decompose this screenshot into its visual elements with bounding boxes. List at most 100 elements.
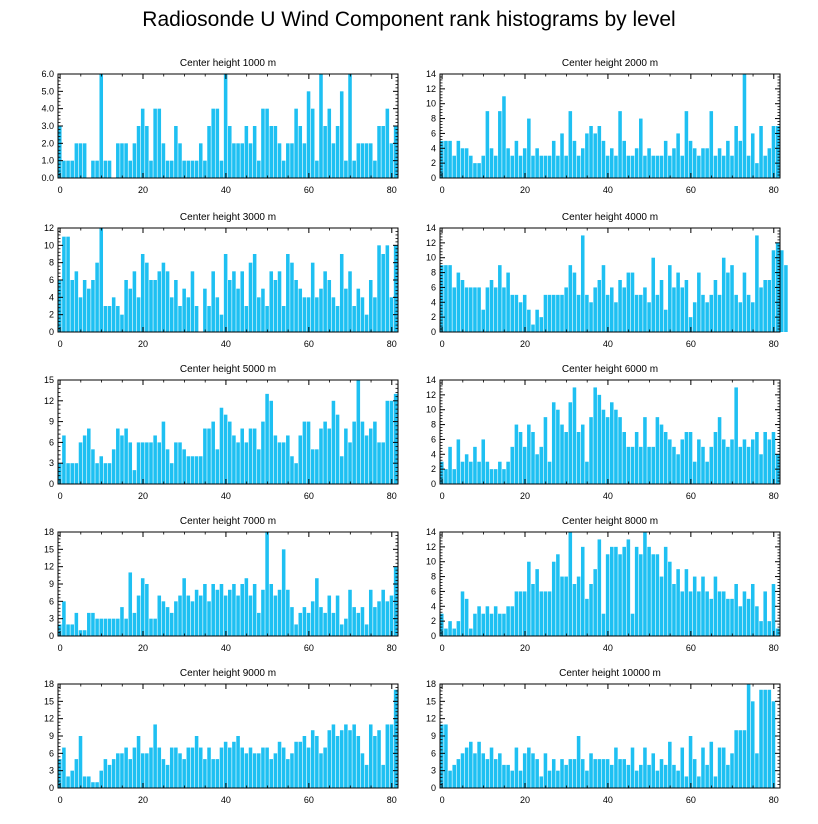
bar [464,287,469,332]
bar [543,294,548,332]
bar [364,314,369,332]
bar [767,689,772,788]
bar [331,143,336,178]
y-tick-label: 2 [431,616,436,626]
panel-title: Center height 6000 m [562,364,658,375]
bar [74,463,79,484]
bar [228,280,232,332]
bar [281,160,286,178]
bar [207,126,211,178]
bar [277,143,282,178]
y-tick-label: 12 [44,562,54,572]
bar [95,782,99,788]
bar [626,764,631,788]
bar [460,280,465,332]
bar [244,306,249,332]
bar [186,160,191,178]
bar [153,435,157,484]
bar [207,747,211,788]
bar [622,546,626,636]
bar [444,265,448,332]
bar [547,155,552,178]
bar [605,417,610,484]
bar [514,424,519,484]
bar [547,591,552,636]
bar [647,546,651,636]
bar [244,578,249,636]
bar [240,584,244,636]
bar [522,294,527,332]
bar [174,747,178,788]
bar [153,724,157,788]
bar [103,618,108,636]
bar [506,606,510,636]
bar [257,160,261,178]
bar [203,160,207,178]
bar [502,613,506,636]
bar [182,449,186,484]
bar [269,126,274,178]
bar [493,155,498,178]
bar [622,759,626,788]
bar [327,108,332,178]
bar [531,584,535,636]
bar [248,428,253,484]
bar [389,724,394,788]
bar [58,280,62,332]
bar [663,140,668,178]
bar [755,753,759,788]
bar [502,469,506,484]
bar [750,133,755,178]
bar [298,288,303,332]
bar [771,584,776,636]
bar [738,302,743,332]
bar [169,612,174,636]
bar [273,280,278,332]
bar [385,108,390,178]
bar [306,747,311,788]
bar [522,148,527,178]
bar [116,143,120,178]
bar [634,432,639,484]
bar [721,439,726,484]
y-tick-label: 0 [49,327,54,337]
bar [273,435,278,484]
x-tick-label: 0 [58,339,63,349]
bar [352,160,356,178]
bar [676,272,680,332]
bar [273,595,278,636]
bar [527,747,531,788]
bar [385,724,390,788]
bar [572,272,577,332]
bar [489,148,494,178]
bar [302,607,307,636]
bar [364,435,369,484]
bar [527,309,531,332]
bar [585,133,589,178]
bar [535,309,539,332]
bar [319,288,323,332]
bar [186,595,191,636]
bar [639,446,643,484]
bar [668,265,672,332]
bar [680,591,685,636]
bar [149,618,153,636]
bar [211,421,215,484]
bar [136,442,141,484]
bar [132,612,137,636]
bar [543,591,548,636]
bar [120,435,124,484]
bar [713,432,718,484]
bar [746,155,751,178]
figure-title: Radiosonde U Wind Component rank histogr… [142,8,676,31]
bar [335,736,340,788]
bar [339,730,344,788]
bar [746,294,751,332]
bar [444,469,448,484]
bar [120,753,124,788]
bar [717,294,722,332]
bar [128,759,133,788]
bar [70,280,74,332]
bar [784,265,788,332]
bar [444,140,448,178]
